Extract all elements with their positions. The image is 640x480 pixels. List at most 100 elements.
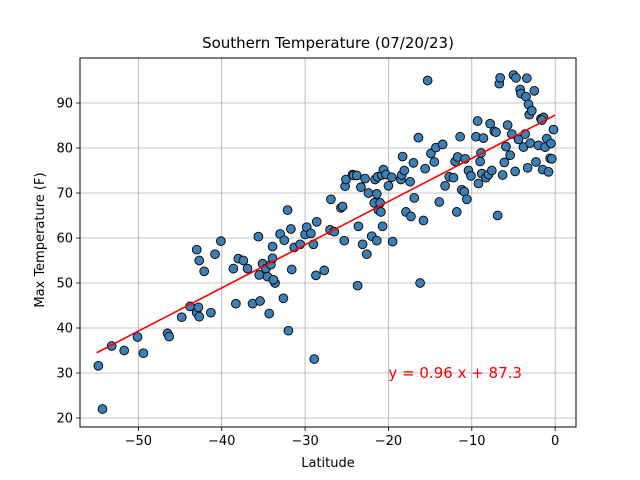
data-point [351, 170, 362, 181]
x-tick-label: −50 [125, 434, 152, 449]
data-point [409, 193, 420, 203]
data-point [93, 360, 104, 371]
data-point [264, 308, 275, 319]
data-point [415, 278, 425, 288]
data-point [138, 348, 149, 359]
data-point [502, 120, 513, 130]
data-point [206, 307, 216, 318]
data-point [279, 235, 290, 246]
data-point [119, 345, 130, 356]
data-point [491, 127, 501, 138]
x-axis-label: Latitude [301, 456, 355, 471]
data-point [341, 174, 351, 185]
data-point [522, 162, 533, 173]
x-tick-label: −30 [291, 434, 318, 449]
data-point [429, 157, 440, 167]
data-point [191, 244, 202, 255]
data-point [286, 224, 296, 234]
data-point [408, 158, 419, 168]
data-point [422, 75, 433, 86]
data-point [546, 153, 557, 164]
data-point [413, 132, 424, 143]
data-point [492, 210, 503, 221]
data-point [193, 302, 204, 313]
data-point [268, 275, 279, 285]
data-point [371, 189, 382, 199]
data-point [231, 298, 241, 309]
x-axis-ticks: −50 −40 −30 −20 −10 0 [125, 427, 559, 449]
data-point [286, 264, 297, 275]
data-point [497, 170, 508, 180]
data-point [525, 138, 536, 148]
y-axis-label: Max Temperature (F) [33, 172, 48, 307]
x-tick-label: −20 [375, 434, 402, 449]
y-axis-ticks: 20 30 40 50 60 70 80 90 [56, 97, 80, 427]
data-point [466, 171, 476, 181]
data-point [242, 263, 253, 274]
data-point [326, 194, 336, 205]
data-point [485, 118, 495, 129]
data-point [267, 241, 278, 252]
data-point [505, 150, 515, 161]
data-point [387, 236, 398, 247]
data-point [199, 266, 210, 277]
data-point [472, 116, 483, 126]
data-point [339, 235, 350, 246]
data-point [521, 73, 532, 84]
data-point [311, 216, 322, 227]
data-point [548, 124, 559, 135]
data-point [283, 325, 294, 336]
y-tick-label: 90 [56, 97, 73, 112]
data-point [132, 332, 143, 342]
data-point [383, 180, 394, 191]
x-tick-label: −10 [458, 434, 485, 449]
regression-equation: y = 0.96 x + 87.3 [388, 364, 522, 382]
data-point [418, 215, 429, 226]
data-point [455, 131, 465, 142]
y-tick-label: 50 [56, 277, 73, 292]
data-point [253, 231, 264, 242]
data-point [353, 221, 364, 232]
data-point [309, 354, 320, 364]
data-point [238, 255, 249, 266]
data-point [448, 172, 459, 183]
data-point [97, 404, 108, 414]
data-point [194, 255, 205, 266]
data-point [319, 265, 330, 276]
y-tick-label: 70 [56, 187, 73, 202]
data-point [386, 172, 397, 183]
data-point [228, 263, 239, 274]
data-point [475, 156, 485, 167]
data-point [399, 165, 410, 176]
data-point [282, 205, 293, 215]
data-point [546, 138, 556, 149]
data-point [420, 163, 430, 174]
data-point [406, 211, 416, 222]
data-point [278, 293, 289, 304]
data-point [377, 221, 388, 232]
data-point [478, 133, 489, 143]
y-tick-label: 60 [56, 232, 73, 247]
plot-frame [79, 57, 577, 428]
y-tick-label: 40 [56, 322, 73, 337]
data-point [543, 167, 554, 177]
data-point [311, 270, 321, 281]
data-point [437, 139, 448, 150]
data-point [357, 239, 368, 250]
x-tick-label: −40 [208, 434, 235, 449]
data-point [461, 194, 472, 205]
data-point [371, 235, 382, 246]
y-tick-label: 30 [56, 367, 73, 382]
data-point [511, 72, 521, 83]
data-point [255, 296, 265, 306]
data-point [216, 236, 226, 247]
data-point [356, 182, 366, 193]
data-point [360, 173, 370, 184]
data-point [352, 280, 363, 291]
data-point [405, 176, 415, 187]
data-point [376, 207, 386, 217]
chart-title: Southern Temperature (07/20/23) [202, 34, 454, 52]
data-point [501, 141, 511, 152]
